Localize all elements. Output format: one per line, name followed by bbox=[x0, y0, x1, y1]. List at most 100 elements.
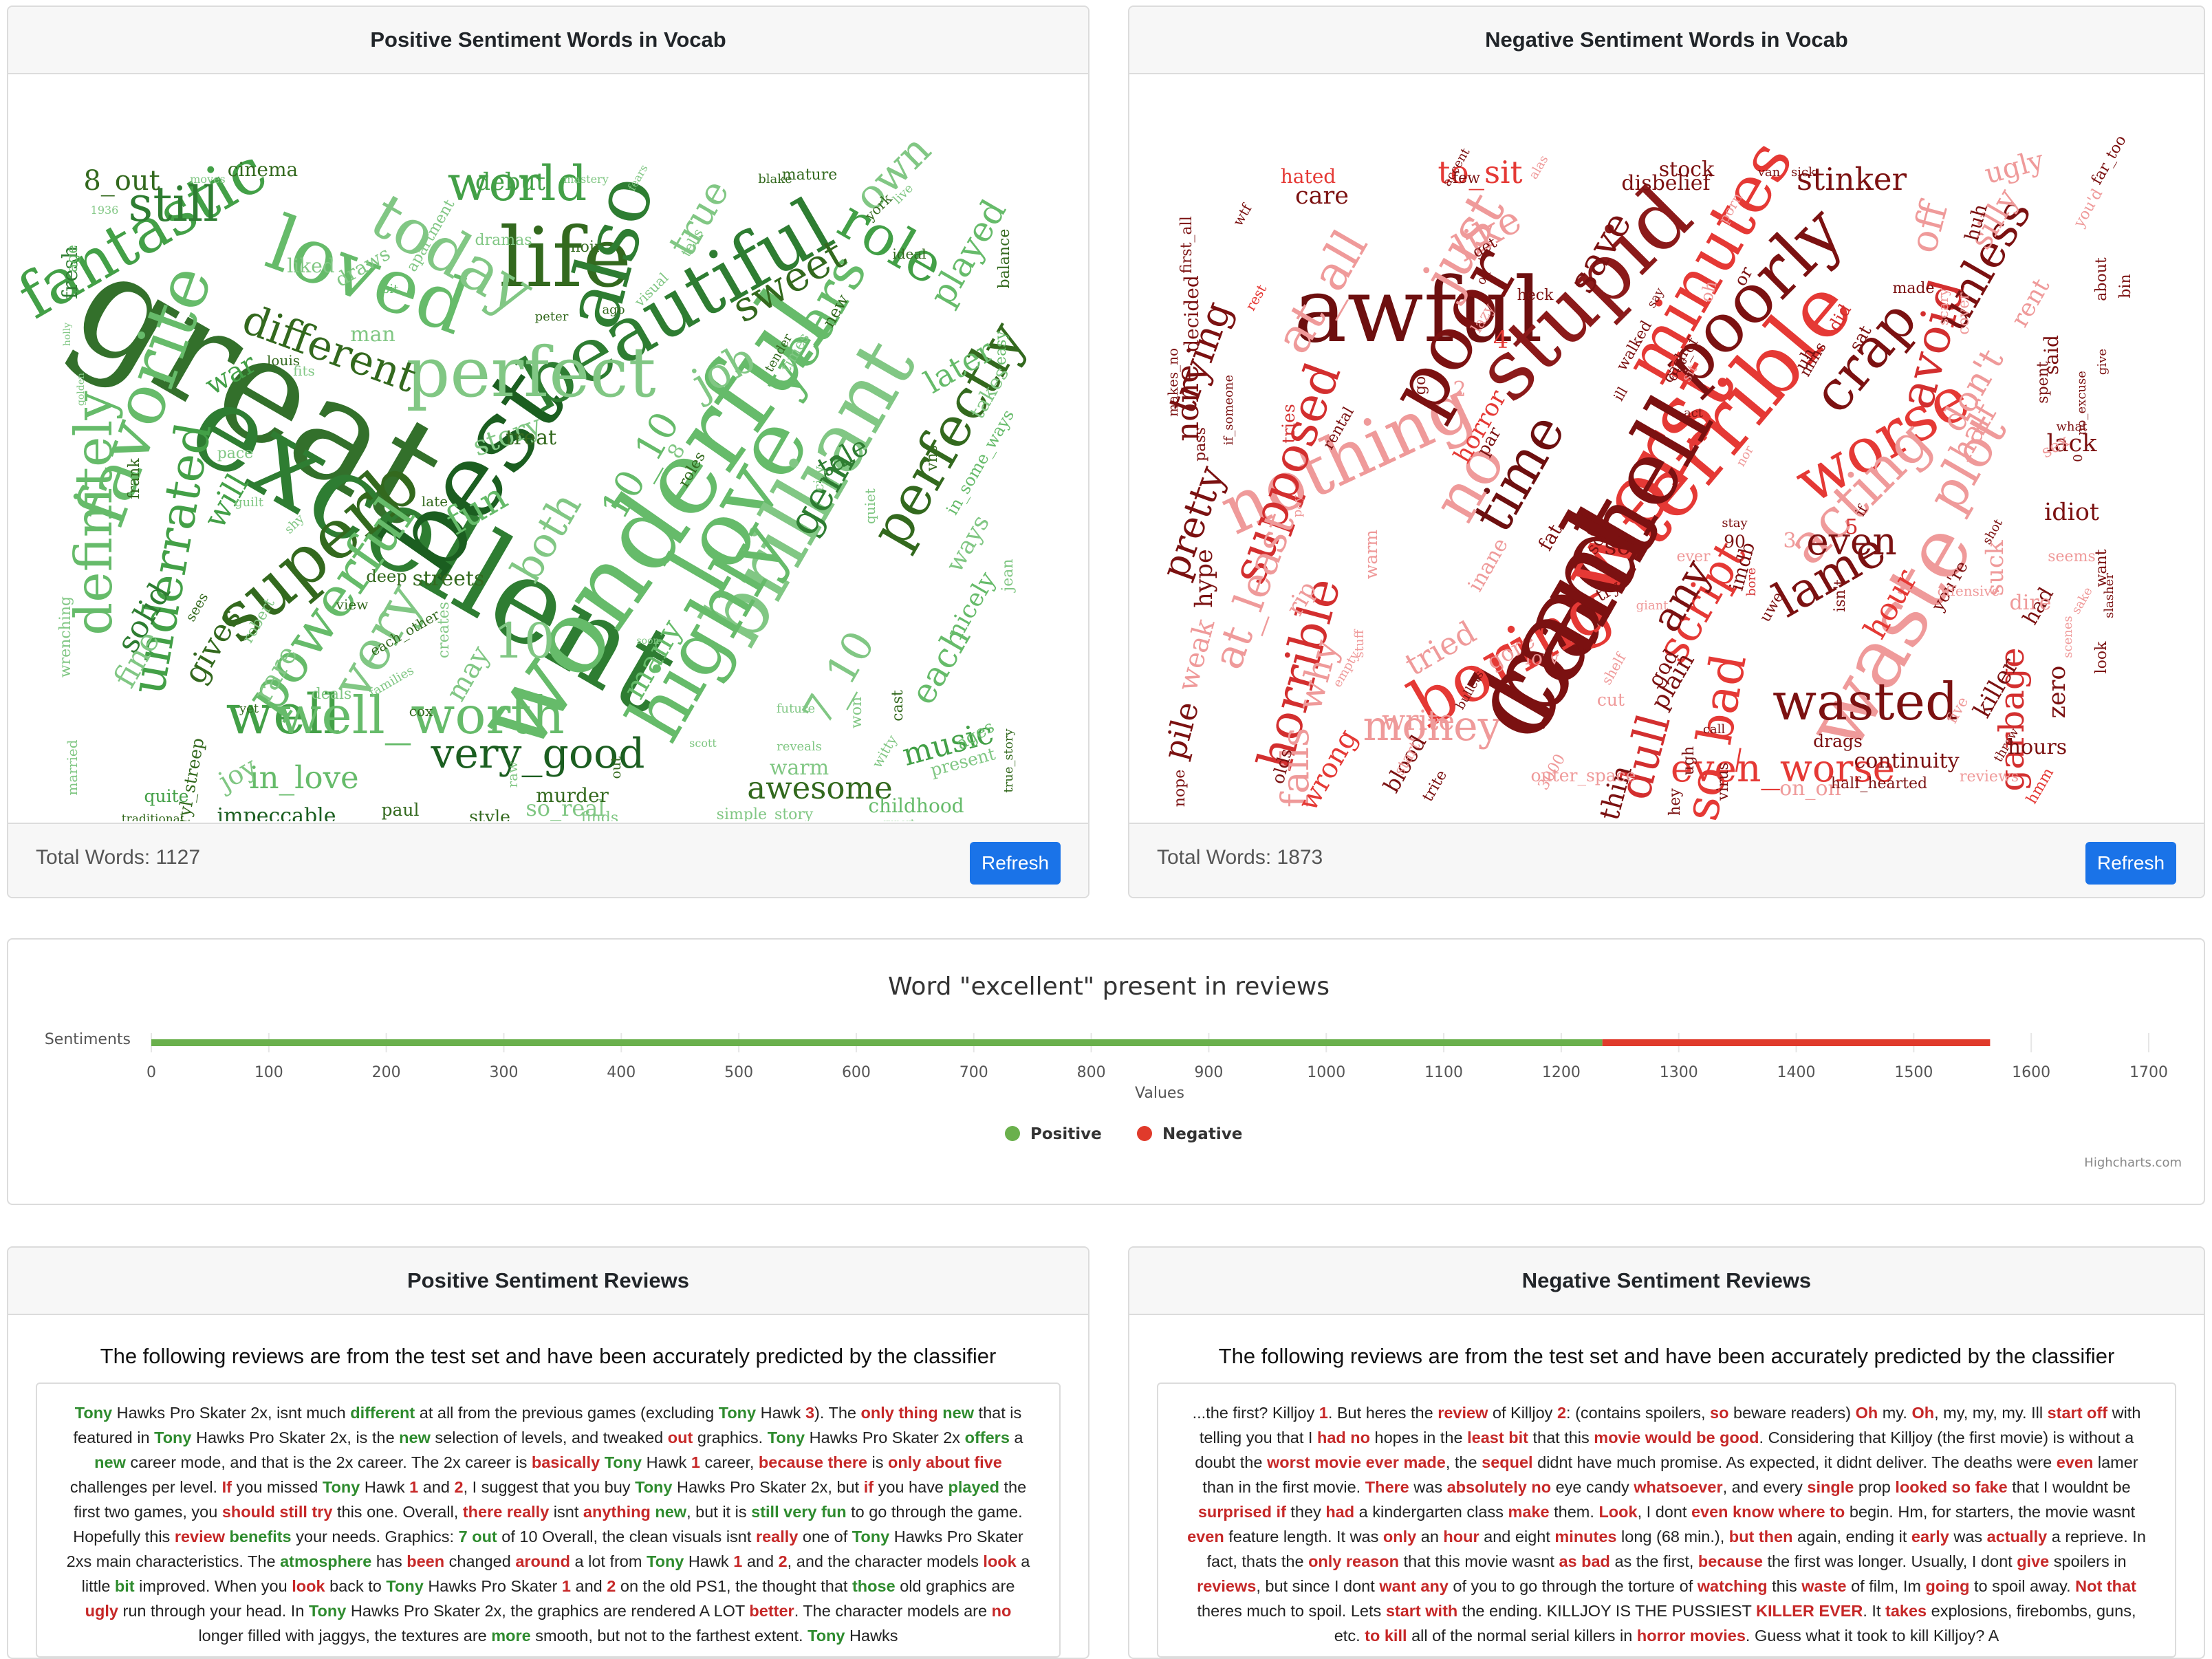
negative-review-text: ...the first? Killjoy 1. But heres the r… bbox=[1157, 1382, 2176, 1658]
negative-word-highlight: 2 bbox=[1557, 1404, 1567, 1422]
review-text-segment: challenges per level. bbox=[69, 1478, 218, 1496]
negative-word-highlight: if bbox=[863, 1478, 874, 1496]
positive-word-highlight: Tony bbox=[718, 1404, 757, 1422]
positive-vocab-card: Positive Sentiment Words in Vocab great e… bbox=[7, 6, 1089, 898]
negative-cloud-word-stinker: stinker bbox=[1797, 161, 1907, 197]
legend-marker-positive[interactable] bbox=[1005, 1126, 1020, 1141]
negative-cloud-word-if-someone: if_someone bbox=[1222, 375, 1236, 445]
negative-cloud-word-wtf: wtf bbox=[1229, 200, 1255, 229]
review-text-segment: , and every bbox=[1722, 1478, 1803, 1496]
negative-reviews-subtitle: The following reviews are from the test … bbox=[1218, 1344, 2115, 1368]
positive-cloud-word-in-love: in_love bbox=[249, 759, 358, 796]
negative-cloud-word-rest: rest bbox=[1242, 281, 1270, 313]
legend-label-positive[interactable]: Positive bbox=[1030, 1125, 1102, 1143]
positive-refresh-button[interactable]: Refresh bbox=[970, 842, 1061, 885]
positive-word-highlight: those bbox=[852, 1577, 896, 1595]
chart-credits[interactable]: Highcharts.com bbox=[2084, 1156, 2182, 1170]
positive-cloud-word-scott: scott bbox=[689, 737, 717, 750]
positive-word-highlight: 7 out bbox=[458, 1528, 497, 1546]
positive-cloud-word-definitely: definitely bbox=[63, 391, 124, 636]
negative-cloud-word-suck: suck bbox=[1982, 540, 2009, 596]
positive-cloud-word-balance: balance bbox=[996, 229, 1013, 289]
positive-cloud-word-quiet: quiet bbox=[862, 488, 878, 524]
negative-cloud-word-hours: hours bbox=[2008, 735, 2067, 759]
negative-word-highlight: only thing bbox=[860, 1404, 938, 1422]
negative-cloud-word-slasher: slasher bbox=[2102, 573, 2116, 618]
chart-x-tick-label: 400 bbox=[607, 1064, 636, 1081]
review-text-segment: selection of levels, and tweaked bbox=[435, 1429, 664, 1446]
negative-cloud-word-scenes: scenes bbox=[2061, 616, 2075, 658]
review-text-segment: spoilers in bbox=[2053, 1552, 2127, 1570]
negative-cloud-word-ugly: ugly bbox=[1982, 144, 2048, 191]
positive-word-highlight: new bbox=[399, 1429, 431, 1446]
positive-word-highlight: offers bbox=[964, 1429, 1010, 1446]
positive-word-cloud: greatexcellentwonderfulbestbeautifulperf… bbox=[8, 126, 1038, 821]
review-text-segment: that is featured in bbox=[73, 1404, 1022, 1446]
negative-cloud-word-dire: dire bbox=[2010, 591, 2052, 615]
review-text-segment: of 10 Overall, the clean visuals isnt bbox=[501, 1528, 752, 1546]
negative-cloud-word-drags: drags bbox=[1813, 731, 1863, 751]
negative-word-highlight: Not that bbox=[2075, 1577, 2136, 1595]
positive-cloud-word-soon: soon bbox=[636, 636, 659, 647]
positive-cloud-word-streets: streets bbox=[413, 567, 485, 591]
negative-word-highlight: out bbox=[667, 1429, 693, 1446]
chart-x-tick-label: 1600 bbox=[2012, 1064, 2050, 1081]
negative-cloud-word-bin: bin bbox=[2117, 274, 2134, 298]
negative-word-highlight: because bbox=[1698, 1552, 1763, 1570]
review-text-segment: changed bbox=[448, 1552, 511, 1570]
negative-cloud-word-giant: giant bbox=[1636, 598, 1669, 613]
negative-word-highlight: movie would be good bbox=[1594, 1429, 1759, 1446]
review-text-segment: was bbox=[1413, 1478, 1443, 1496]
negative-cloud-word-spent: spent bbox=[2035, 361, 2052, 404]
negative-cloud-word-seems: seems bbox=[2048, 548, 2095, 565]
negative-word-highlight: only reason bbox=[1308, 1552, 1399, 1570]
chart-x-tick-label: 900 bbox=[1194, 1064, 1223, 1081]
negative-word-highlight: there really bbox=[462, 1503, 550, 1521]
positive-cloud-word-so-real: so_real bbox=[525, 795, 605, 821]
negative-refresh-button[interactable]: Refresh bbox=[2085, 842, 2176, 885]
chart-bar-positive[interactable] bbox=[151, 1039, 1603, 1046]
chart-x-tick-label: 200 bbox=[372, 1064, 401, 1081]
review-text-segment: , the bbox=[1445, 1453, 1477, 1471]
review-text-segment: . Guess what it took to kill Killjoy? A bbox=[1745, 1627, 1999, 1645]
negative-word-highlight: start off bbox=[2047, 1404, 2108, 1422]
negative-word-highlight: five bbox=[974, 1453, 1002, 1471]
chart-x-tick-label: 1200 bbox=[1542, 1064, 1581, 1081]
review-text-segment: again, ending it bbox=[1797, 1528, 1907, 1546]
chart-title: Word "excellent" present in reviews bbox=[888, 973, 1330, 1001]
review-text-segment: graphics. bbox=[697, 1429, 763, 1446]
negative-word-highlight: bit bbox=[1508, 1429, 1528, 1446]
positive-cloud-word-late: late bbox=[422, 493, 448, 510]
positive-word-highlight: Tony bbox=[646, 1552, 684, 1570]
negative-word-highlight: 1 bbox=[1319, 1404, 1328, 1422]
positive-cloud-word-frank: frank bbox=[126, 458, 143, 499]
legend-marker-negative[interactable] bbox=[1137, 1126, 1152, 1141]
negative-cloud-word-0: 0 bbox=[2071, 454, 2085, 462]
positive-cloud-word-deals: deals bbox=[312, 686, 352, 703]
positive-cloud-word-rupert: rupert bbox=[883, 818, 915, 821]
negative-word-highlight: anything bbox=[583, 1503, 651, 1521]
negative-cloud-word-ugh: ugh bbox=[1680, 746, 1698, 775]
positive-cloud-word-world: world bbox=[448, 155, 587, 212]
chart-x-tick-label: 1100 bbox=[1424, 1064, 1463, 1081]
negative-cloud-word-care: care bbox=[1295, 182, 1349, 210]
chart-bar-negative[interactable] bbox=[1602, 1039, 1991, 1046]
legend-label-negative[interactable]: Negative bbox=[1162, 1125, 1242, 1143]
negative-cloud-word-even: even bbox=[1806, 519, 1897, 563]
negative-word-highlight: 1 bbox=[733, 1552, 743, 1570]
negative-cloud-word-write: write bbox=[1382, 705, 1455, 737]
chart-x-tick-label: 1400 bbox=[1777, 1064, 1816, 1081]
review-text-segment: smooth, but not to the farthest extent. bbox=[535, 1627, 803, 1645]
review-text-segment: that this bbox=[1532, 1429, 1590, 1446]
negative-word-highlight: surprised bbox=[1197, 1503, 1272, 1521]
negative-cloud-word-awful: awful bbox=[1294, 258, 1543, 362]
positive-word-highlight: benefits bbox=[229, 1528, 292, 1546]
review-text-segment: begin. Hm, for starters, the movie wasnt bbox=[1849, 1503, 2136, 1521]
negative-vocab-card: Negative Sentiment Words in Vocab bad wor… bbox=[1128, 6, 2205, 898]
chart-x-tick-label: 1500 bbox=[1894, 1064, 1933, 1081]
negative-word-highlight: hour bbox=[1443, 1528, 1479, 1546]
review-text-segment: ). The bbox=[814, 1404, 856, 1422]
negative-cloud-word-half-hearted: half_hearted bbox=[1831, 775, 1927, 792]
review-text-segment: the first was longer. Usually, I dont bbox=[1767, 1552, 2013, 1570]
negative-word-highlight: so bbox=[1710, 1404, 1729, 1422]
